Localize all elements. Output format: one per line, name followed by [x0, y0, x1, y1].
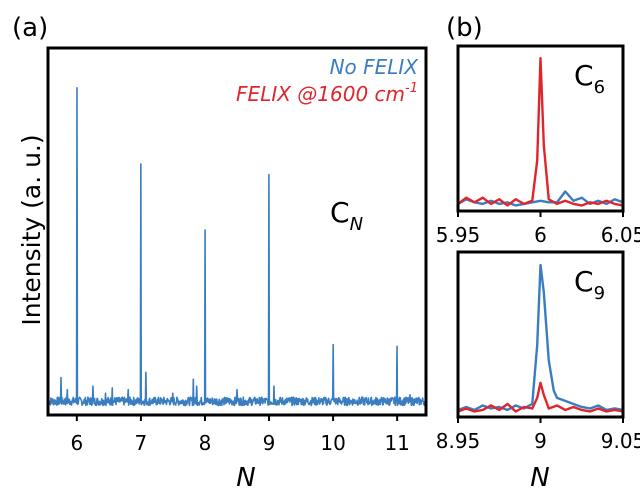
x-tick-label: 11 [384, 431, 409, 455]
annotation-cn-main: C [330, 196, 350, 229]
plot-area-a: 6 7 8 9 10 11 No FELIX FELIX @1600 cm-1 CN N [46, 46, 428, 490]
x-tick-label: 8 [199, 431, 212, 455]
annotation-c9: C9 [574, 265, 605, 304]
plot-c6-ticks: 5.95 6 6.05 [436, 211, 640, 247]
series-line-felix-1600-cm-1 [457, 381, 624, 413]
series-line-no-felix [47, 86, 427, 407]
x-tick-label: 8.95 [436, 429, 481, 453]
x-tick-label: 7 [135, 431, 148, 455]
annotation-cn-sub: N [350, 214, 363, 235]
plot-area-c6: 5.95 6 6.05 C6 [436, 44, 640, 247]
annotation-cn: CN [330, 196, 363, 235]
series-line-no-felix [457, 263, 624, 412]
annotation-c6-sub: 6 [594, 77, 605, 98]
x-tick-label: 10 [320, 431, 345, 455]
legend-felix-text: FELIX @1600 cm [236, 82, 405, 106]
plot-c6-traces [457, 57, 624, 207]
annotation-c9-sub: 9 [594, 283, 605, 304]
x-tick-label: 6 [534, 223, 547, 247]
x-tick-label: 6 [70, 431, 83, 455]
panel-label-b: (b) [446, 13, 483, 43]
x-tick-label: 6.05 [601, 223, 640, 247]
series-line-felix-1600-cm-1 [457, 57, 624, 207]
x-axis-label-b: N [530, 463, 549, 490]
plot-c9-ticks: 8.95 9 9.05 [436, 417, 640, 453]
plot-a-ticks: 6 7 8 9 10 11 [70, 415, 410, 455]
series-line-no-felix [457, 190, 624, 207]
x-axis-label-a: N [236, 463, 255, 490]
annotation-c9-main: C [574, 265, 594, 298]
legend-felix: FELIX @1600 cm-1 [236, 81, 418, 106]
x-tick-label: 9.05 [601, 429, 640, 453]
annotation-c6: C6 [574, 59, 605, 98]
x-tick-label: 5.95 [436, 223, 481, 247]
x-tick-label: 9 [534, 429, 547, 453]
plot-frame-a [46, 46, 428, 417]
legend-no-felix: No FELIX [330, 55, 420, 79]
plot-a-traces [47, 86, 427, 407]
plot-c9-traces [457, 263, 624, 413]
y-axis-label: Intensity (a. u.) [17, 134, 46, 325]
panel-label-a: (a) [12, 13, 48, 43]
legend-felix-superscript: -1 [405, 81, 418, 96]
plot-area-c9: 8.95 9 9.05 C9 N [436, 250, 640, 490]
x-tick-label: 9 [263, 431, 276, 455]
annotation-c6-main: C [574, 59, 594, 92]
